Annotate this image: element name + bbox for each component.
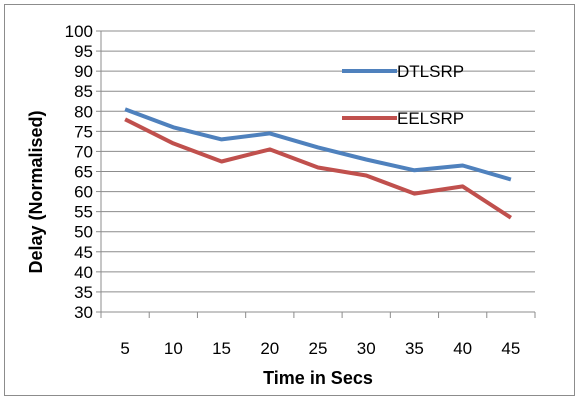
x-tick-label: 5 [120,339,129,358]
series-line-eelsrp [124,117,512,220]
y-tick-label: 30 [74,303,93,322]
x-tick-label: 35 [405,339,424,358]
x-tick-label: 45 [501,339,520,358]
y-tick-label: 60 [74,183,93,202]
legend-label: DTLSRP [397,62,464,81]
series-lines [124,107,512,220]
gridlines [101,30,535,293]
x-tick-label: 15 [212,339,231,358]
y-tick-label: 80 [74,102,93,121]
x-tick-label: 10 [164,339,183,358]
y-tick-label: 75 [74,122,93,141]
y-tick-label: 40 [74,263,93,282]
y-tick-label: 70 [74,142,93,161]
x-tick-labels: 5 10 15 20 25 30 35 40 45 [120,339,520,358]
chart-frame [4,4,575,396]
x-axis-title: Time in Secs [263,368,373,388]
y-tick-label: 50 [74,223,93,242]
y-axis-title: Delay (Normalised) [26,110,46,273]
x-tick-label: 40 [453,339,472,358]
y-tick-label: 65 [74,163,93,182]
y-tick-label: 100 [65,22,93,41]
series-line-dtlsrp [124,107,512,182]
y-tick-label: 35 [74,283,93,302]
x-tick-label: 25 [309,339,328,358]
y-tick-label: 85 [74,82,93,101]
y-tick-label: 45 [74,243,93,262]
x-tick-label: 30 [357,339,376,358]
y-tick-label: 55 [74,203,93,222]
y-tick-label: 95 [74,42,93,61]
axes [96,30,536,318]
legend: DTLSRP EELSRP [342,62,464,128]
legend-label: EELSRP [397,109,464,128]
x-tick-label: 20 [260,339,279,358]
y-tick-label: 90 [74,62,93,81]
